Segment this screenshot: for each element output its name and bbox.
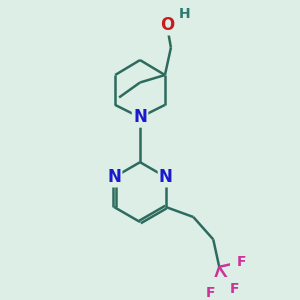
Text: N: N <box>133 108 147 126</box>
Text: O: O <box>160 16 174 34</box>
Text: N: N <box>107 168 121 186</box>
Text: N: N <box>159 168 173 186</box>
Text: F: F <box>206 286 215 300</box>
Text: F: F <box>237 255 246 269</box>
Text: H: H <box>178 7 190 21</box>
Text: F: F <box>230 282 239 296</box>
